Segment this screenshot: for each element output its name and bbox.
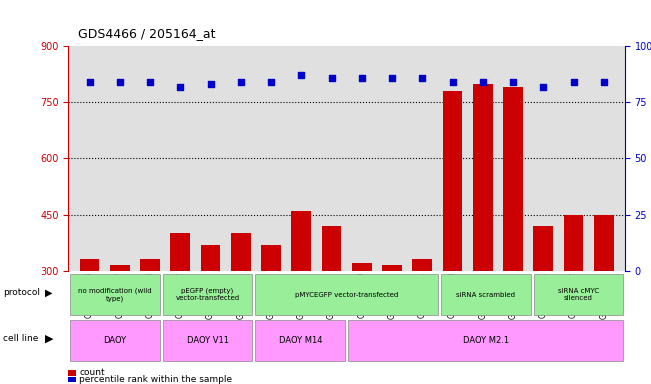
Text: count: count	[79, 368, 105, 377]
Bar	[564, 215, 583, 271]
Point	[145, 79, 155, 85]
Point	[598, 79, 609, 85]
Text: siRNA cMYC
silenced: siRNA cMYC silenced	[558, 288, 599, 301]
Text: percentile rank within the sample: percentile rank within the sample	[79, 375, 232, 384]
Point	[387, 74, 397, 81]
Bar	[594, 215, 614, 271]
Text: GDS4466 / 205164_at: GDS4466 / 205164_at	[78, 27, 215, 40]
Point	[175, 83, 186, 89]
Text: DAOY V11: DAOY V11	[186, 336, 229, 345]
Text: cell line: cell line	[3, 334, 38, 343]
Bar	[534, 275, 624, 315]
Text: DAOY: DAOY	[103, 336, 126, 345]
Bar	[382, 265, 402, 271]
Text: pMYCEGFP vector-transfected: pMYCEGFP vector-transfected	[295, 292, 398, 298]
Text: no modification (wild
type): no modification (wild type)	[78, 288, 152, 302]
Point	[115, 79, 125, 85]
Point	[508, 79, 518, 85]
Bar	[441, 275, 531, 315]
Point	[357, 74, 367, 81]
Text: protocol: protocol	[3, 288, 40, 297]
Text: ▶: ▶	[44, 334, 53, 344]
Text: DAOY M14: DAOY M14	[279, 336, 322, 345]
Bar	[163, 275, 253, 315]
Bar	[231, 233, 251, 271]
Bar	[70, 321, 159, 361]
Point	[326, 74, 337, 81]
Bar	[352, 263, 372, 271]
Bar	[413, 260, 432, 271]
Bar	[348, 321, 624, 361]
Text: DAOY M2.1: DAOY M2.1	[463, 336, 509, 345]
Text: siRNA scrambled: siRNA scrambled	[456, 292, 516, 298]
Bar	[79, 260, 100, 271]
Point	[236, 79, 246, 85]
Bar	[255, 275, 438, 315]
Bar	[255, 321, 345, 361]
Bar	[140, 260, 160, 271]
Bar	[473, 84, 493, 271]
Bar	[533, 226, 553, 271]
Point	[205, 81, 215, 87]
Point	[85, 79, 95, 85]
Point	[296, 72, 307, 78]
Point	[478, 79, 488, 85]
Bar	[70, 275, 159, 315]
Bar	[292, 211, 311, 271]
Bar	[171, 233, 190, 271]
Bar	[261, 245, 281, 271]
Point	[538, 83, 549, 89]
Point	[417, 74, 428, 81]
Point	[568, 79, 579, 85]
Bar	[443, 91, 462, 271]
Point	[447, 79, 458, 85]
Text: pEGFP (empty)
vector-transfected: pEGFP (empty) vector-transfected	[175, 288, 240, 301]
Text: ▶: ▶	[45, 288, 53, 298]
Point	[266, 79, 276, 85]
Bar	[110, 265, 130, 271]
Bar	[201, 245, 220, 271]
Bar	[163, 321, 253, 361]
Bar	[322, 226, 341, 271]
Bar	[503, 87, 523, 271]
